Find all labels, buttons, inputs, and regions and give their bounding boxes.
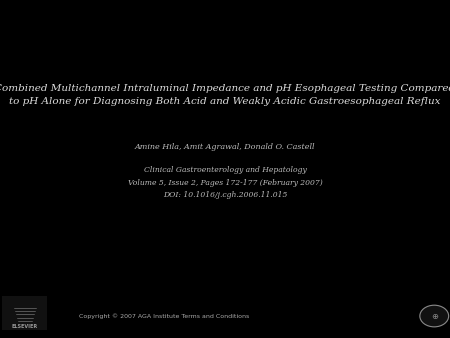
Text: ELSEVIER: ELSEVIER [12,323,38,329]
Text: Combined Multichannel Intraluminal Impedance and pH Esophageal Testing Compared
: Combined Multichannel Intraluminal Imped… [0,83,450,106]
Text: Amine Hila, Amit Agrawal, Donald O. Castell: Amine Hila, Amit Agrawal, Donald O. Cast… [135,143,315,151]
Text: Clinical Gastroenterology and Hepatology
Volume 5, Issue 2, Pages 172-177 (Febru: Clinical Gastroenterology and Hepatology… [128,166,322,199]
FancyBboxPatch shape [2,296,47,330]
Text: ⊕: ⊕ [431,312,438,320]
Circle shape [420,305,449,327]
Text: Copyright © 2007 AGA Institute Terms and Conditions: Copyright © 2007 AGA Institute Terms and… [79,313,249,319]
